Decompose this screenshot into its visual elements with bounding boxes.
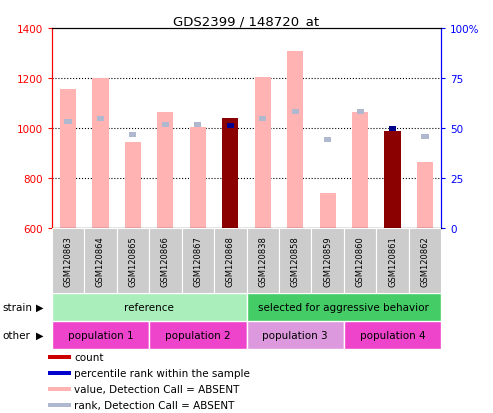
Bar: [214, 229, 246, 293]
Bar: [157, 113, 174, 229]
Text: selected for aggressive behavior: selected for aggressive behavior: [258, 302, 429, 312]
Text: strain: strain: [2, 302, 33, 312]
Bar: [356, 110, 364, 115]
Bar: [149, 321, 246, 349]
Bar: [92, 79, 108, 229]
Text: GSM120866: GSM120866: [161, 235, 170, 286]
Bar: [48, 403, 71, 407]
Text: GSM120864: GSM120864: [96, 235, 105, 286]
Bar: [385, 131, 401, 229]
Bar: [129, 133, 137, 138]
Text: GSM120859: GSM120859: [323, 235, 332, 286]
Bar: [181, 229, 214, 293]
Bar: [117, 229, 149, 293]
Bar: [409, 229, 441, 293]
Bar: [48, 371, 71, 375]
Text: GSM120862: GSM120862: [421, 235, 429, 286]
Text: reference: reference: [124, 302, 174, 312]
Text: GSM120838: GSM120838: [258, 235, 267, 286]
Text: GSM120858: GSM120858: [291, 235, 300, 286]
Text: population 3: population 3: [262, 330, 328, 340]
Bar: [246, 321, 344, 349]
Bar: [190, 128, 206, 229]
Bar: [352, 113, 368, 229]
Text: ▶: ▶: [35, 302, 43, 312]
Text: rank, Detection Call = ABSENT: rank, Detection Call = ABSENT: [74, 400, 235, 410]
Bar: [60, 90, 76, 229]
Bar: [376, 229, 409, 293]
Bar: [227, 124, 234, 129]
Bar: [344, 229, 376, 293]
Text: ▶: ▶: [35, 330, 43, 340]
Bar: [222, 119, 239, 229]
Text: GSM120863: GSM120863: [64, 235, 72, 286]
Bar: [84, 229, 117, 293]
Text: population 2: population 2: [165, 330, 231, 340]
Bar: [287, 51, 303, 229]
Bar: [194, 123, 201, 128]
Text: GSM120861: GSM120861: [388, 235, 397, 286]
Text: GSM120860: GSM120860: [355, 235, 365, 286]
Bar: [279, 229, 312, 293]
Text: GSM120867: GSM120867: [193, 235, 202, 286]
Text: GSM120868: GSM120868: [226, 235, 235, 286]
Text: GSM120865: GSM120865: [128, 235, 138, 286]
Text: other: other: [2, 330, 31, 340]
Text: percentile rank within the sample: percentile rank within the sample: [74, 368, 250, 378]
Text: population 4: population 4: [360, 330, 425, 340]
Text: population 1: population 1: [68, 330, 133, 340]
Text: count: count: [74, 352, 104, 362]
Bar: [97, 116, 104, 121]
Bar: [162, 123, 169, 128]
Bar: [254, 78, 271, 229]
Bar: [48, 387, 71, 391]
Bar: [259, 116, 266, 121]
Bar: [389, 126, 396, 131]
Bar: [48, 355, 71, 359]
Bar: [324, 138, 331, 142]
Bar: [319, 194, 336, 229]
Bar: [149, 229, 181, 293]
Text: value, Detection Call = ABSENT: value, Detection Call = ABSENT: [74, 384, 240, 394]
Bar: [246, 229, 279, 293]
Bar: [417, 163, 433, 229]
Bar: [312, 229, 344, 293]
Bar: [52, 321, 149, 349]
Bar: [52, 293, 246, 321]
Bar: [292, 110, 299, 115]
Bar: [125, 142, 141, 229]
Title: GDS2399 / 148720_at: GDS2399 / 148720_at: [174, 15, 319, 28]
Bar: [422, 134, 428, 139]
Bar: [52, 229, 84, 293]
Bar: [344, 321, 441, 349]
Bar: [246, 293, 441, 321]
Bar: [65, 120, 71, 125]
